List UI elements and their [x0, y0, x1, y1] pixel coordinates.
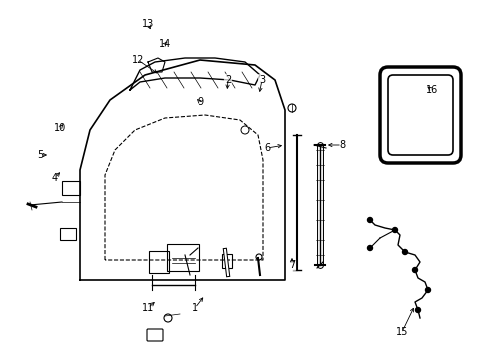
Bar — [222, 254, 231, 268]
Circle shape — [392, 228, 397, 233]
Bar — [60, 228, 76, 240]
Bar — [62, 181, 80, 195]
Circle shape — [412, 267, 417, 273]
Text: 8: 8 — [338, 140, 345, 150]
Text: 3: 3 — [259, 75, 264, 85]
Circle shape — [367, 246, 372, 251]
Text: 1: 1 — [192, 303, 198, 313]
Text: 11: 11 — [142, 303, 154, 313]
Circle shape — [415, 307, 420, 312]
Text: 6: 6 — [264, 143, 269, 153]
Circle shape — [402, 249, 407, 255]
Text: 16: 16 — [425, 85, 437, 95]
Text: 7: 7 — [288, 260, 295, 270]
Circle shape — [425, 288, 429, 292]
Text: 10: 10 — [54, 123, 66, 133]
Circle shape — [367, 217, 372, 222]
Text: 9: 9 — [197, 97, 203, 107]
Text: 14: 14 — [159, 39, 171, 49]
Text: 2: 2 — [224, 75, 231, 85]
Text: 12: 12 — [132, 55, 144, 65]
Text: 13: 13 — [142, 19, 154, 29]
Text: 5: 5 — [37, 150, 43, 160]
Text: 15: 15 — [395, 327, 407, 337]
Text: 4: 4 — [52, 173, 58, 183]
